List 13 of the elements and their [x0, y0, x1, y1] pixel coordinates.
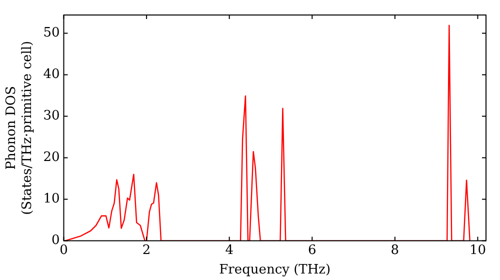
x-tick-label: 2 [142, 242, 151, 258]
x-tick-label: 6 [308, 242, 316, 258]
y-tick-label: 40 [43, 67, 60, 82]
y-axis-title: Phonon DOS (States/THz·primitive cell) [4, 40, 35, 215]
x-tick-label: 8 [390, 242, 400, 258]
x-tick-label: 4 [225, 242, 234, 258]
y-tick-label: 0 [51, 233, 60, 248]
y-tick-label: 10 [43, 192, 60, 207]
y-tick-label: 30 [43, 108, 60, 124]
y-tick-label: 20 [43, 150, 60, 166]
x-axis-title: Frequency (THz) [219, 262, 331, 278]
y-tick-label: 50 [43, 26, 60, 41]
x-tick-label: 10 [469, 242, 486, 258]
